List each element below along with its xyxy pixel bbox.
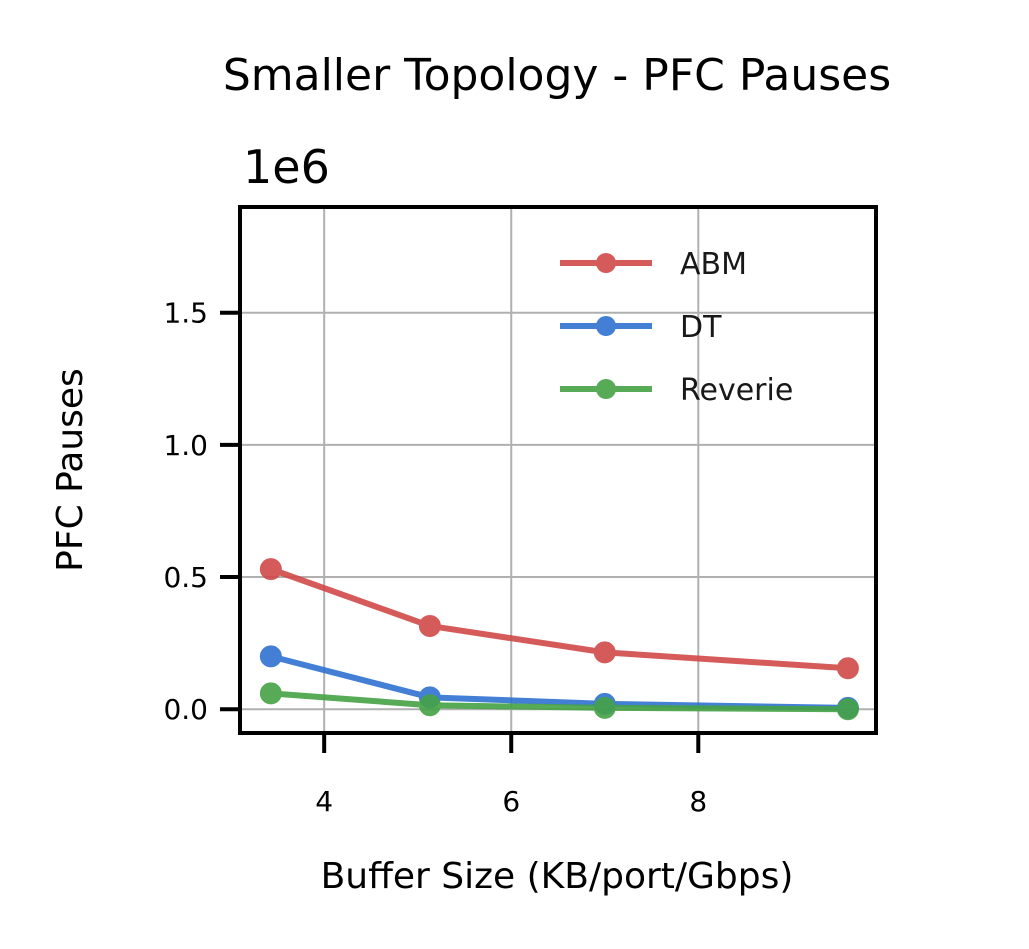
legend-marker-reverie <box>596 379 616 399</box>
data-point-reverie <box>259 682 282 705</box>
data-point-abm <box>259 558 282 581</box>
chart-title: Smaller Topology - PFC Pauses <box>223 50 891 101</box>
data-point-abm <box>836 657 859 680</box>
x-axis-label: Buffer Size (KB/port/Gbps) <box>321 856 794 897</box>
grid-lines <box>240 207 876 733</box>
legend-label-dt: DT <box>680 310 722 345</box>
series-layer <box>259 558 859 721</box>
y-tick-label: 0.0 <box>163 693 208 726</box>
data-point-reverie <box>418 694 441 717</box>
legend-item-dt: DT <box>560 310 722 345</box>
legend-label-reverie: Reverie <box>680 373 793 408</box>
x-axis-ticks: 4 6 8 <box>315 733 707 818</box>
y-axis-ticks: 0.0 0.5 1.0 1.5 <box>163 297 240 726</box>
y-tick-label: 1.0 <box>163 429 208 462</box>
y-tick-label: 1.5 <box>163 297 208 330</box>
y-offset-label: 1e6 <box>243 140 330 194</box>
x-tick-label: 8 <box>689 785 707 818</box>
y-tick-label: 0.5 <box>163 561 208 594</box>
legend-marker-dt <box>596 316 616 336</box>
data-point-reverie <box>836 698 859 721</box>
legend-item-abm: ABM <box>560 247 747 282</box>
legend-marker-abm <box>596 253 616 273</box>
x-tick-label: 4 <box>315 785 333 818</box>
series-line-reverie <box>270 690 848 713</box>
data-point-dt <box>259 645 282 668</box>
y-axis-label: PFC Pauses <box>50 368 91 572</box>
legend: ABM DT Reverie <box>560 247 793 408</box>
series-reverie <box>259 682 859 721</box>
legend-label-abm: ABM <box>680 247 747 282</box>
data-point-abm <box>593 641 616 664</box>
series-abm <box>259 558 859 680</box>
legend-item-reverie: Reverie <box>560 373 793 408</box>
data-point-reverie <box>593 696 616 719</box>
x-tick-label: 6 <box>502 785 520 818</box>
series-line-abm <box>269 566 849 672</box>
plot-frame <box>238 205 878 735</box>
data-point-abm <box>418 614 441 637</box>
